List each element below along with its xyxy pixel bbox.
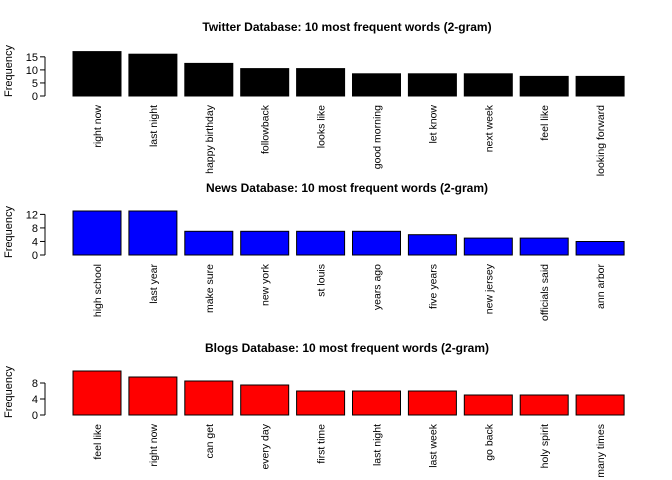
- x-tick-label: next week: [483, 104, 495, 152]
- twitter-chart-panel: Twitter Database: 10 most frequent words…: [3, 20, 625, 176]
- x-tick-label: first time: [316, 424, 328, 464]
- x-tick-label: last year: [148, 264, 160, 304]
- y-axis-label: Frequency: [3, 206, 15, 258]
- bar: [407, 390, 457, 416]
- y-tick-label: 0: [32, 410, 38, 422]
- bar: [128, 53, 178, 97]
- y-tick-label: 0: [32, 91, 38, 103]
- y-tick-label: 0: [32, 250, 38, 262]
- bar: [184, 62, 234, 97]
- chart-title: Blogs Database: 10 most frequent words (…: [205, 341, 489, 355]
- x-tick-label: good morning: [372, 105, 384, 169]
- bar: [407, 73, 457, 97]
- bar: [296, 68, 346, 97]
- bar: [352, 230, 401, 256]
- y-axis-label: Frequency: [3, 366, 15, 418]
- chart-title: Twitter Database: 10 most frequent words…: [202, 20, 491, 34]
- bar: [519, 237, 569, 256]
- bar: [72, 51, 122, 97]
- bar: [296, 230, 346, 256]
- x-tick-label: every day: [260, 423, 272, 469]
- y-tick-label: 4: [32, 394, 38, 406]
- bar: [128, 210, 178, 256]
- bar: [463, 73, 513, 97]
- y-tick-label: 4: [32, 236, 38, 248]
- bar: [463, 237, 513, 256]
- x-tick-label: new jersey: [483, 263, 495, 314]
- y-tick-label: 8: [32, 223, 38, 235]
- bar: [519, 394, 569, 416]
- x-tick-label: many times: [595, 424, 607, 478]
- x-tick-label: last night: [372, 424, 384, 466]
- x-tick-label: looking forward: [595, 105, 607, 176]
- y-tick-label: 12: [26, 209, 38, 221]
- bar: [240, 384, 290, 416]
- x-tick-label: last night: [148, 105, 160, 147]
- bar: [184, 380, 234, 416]
- x-tick-label: can get: [204, 424, 216, 459]
- x-tick-label: st louis: [316, 264, 328, 297]
- bar: [184, 230, 234, 256]
- y-tick-label: 5: [32, 78, 38, 90]
- bar: [463, 394, 513, 416]
- x-tick-label: let know: [427, 105, 439, 144]
- y-tick-label: 10: [26, 65, 38, 77]
- x-tick-label: feel like: [539, 105, 551, 141]
- chart-title: News Database: 10 most frequent words (2…: [206, 181, 488, 195]
- bar: [352, 390, 401, 416]
- x-tick-label: right now: [148, 424, 160, 467]
- bar: [240, 68, 290, 97]
- y-tick-label: 8: [32, 378, 38, 390]
- y-tick-label: 15: [26, 52, 38, 64]
- bar: [72, 210, 122, 256]
- bar: [575, 241, 625, 256]
- y-axis-label: Frequency: [3, 45, 15, 97]
- x-tick-label: happy birthday: [204, 104, 216, 174]
- bar: [352, 73, 401, 97]
- bar: [296, 390, 346, 416]
- x-tick-label: right now: [92, 105, 104, 148]
- x-tick-label: feel like: [92, 424, 104, 460]
- bar: [72, 370, 122, 416]
- bar: [575, 394, 625, 416]
- x-tick-label: make sure: [204, 264, 216, 313]
- x-tick-label: officials said: [539, 264, 551, 321]
- bar: [407, 234, 457, 256]
- x-tick-label: go back: [483, 423, 495, 461]
- x-tick-label: holy spirit: [539, 424, 551, 468]
- x-tick-label: five years: [427, 264, 439, 309]
- x-tick-label: years ago: [372, 264, 384, 310]
- x-tick-label: new york: [260, 263, 272, 306]
- news-chart-panel: News Database: 10 most frequent words (2…: [3, 181, 625, 321]
- bar: [575, 75, 625, 97]
- bar: [128, 376, 178, 416]
- x-tick-label: last week: [427, 423, 439, 468]
- x-tick-label: followback: [260, 104, 272, 154]
- bar: [519, 75, 569, 97]
- x-tick-label: ann arbor: [595, 264, 607, 309]
- blogs-chart-panel: Blogs Database: 10 most frequent words (…: [3, 341, 625, 478]
- bar: [240, 230, 290, 256]
- x-tick-label: high school: [92, 264, 104, 317]
- x-tick-label: looks like: [316, 105, 328, 148]
